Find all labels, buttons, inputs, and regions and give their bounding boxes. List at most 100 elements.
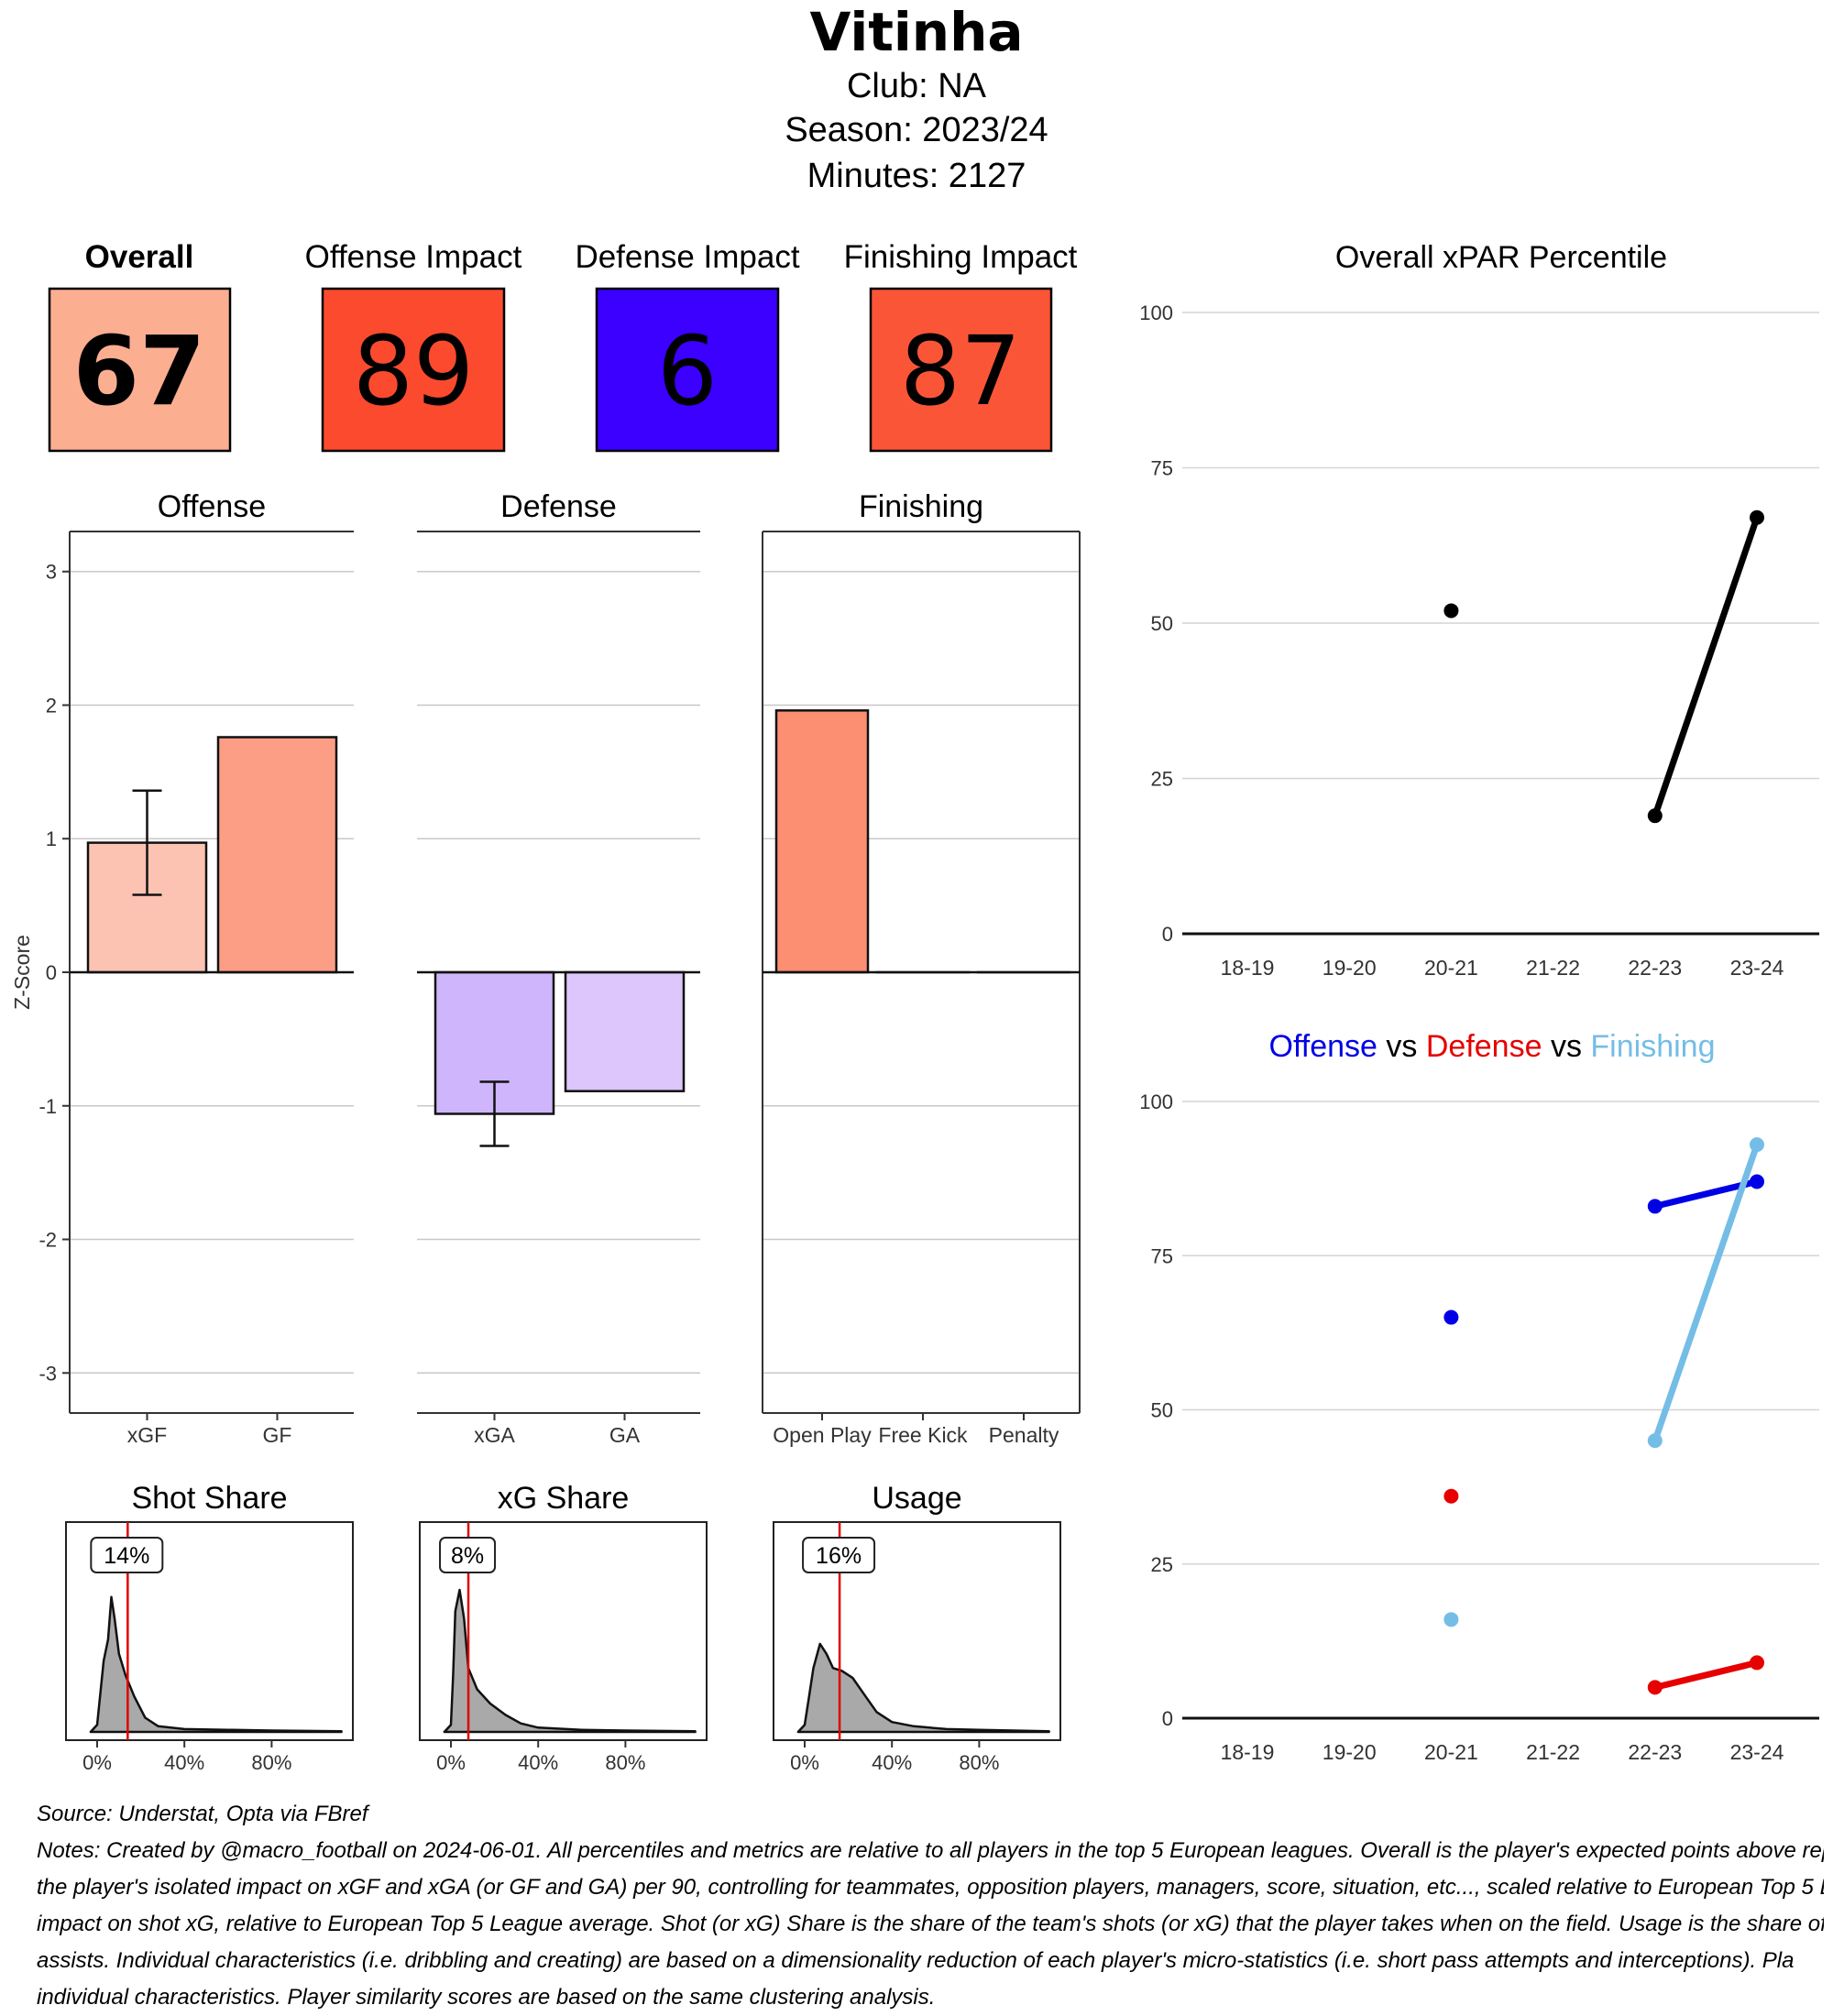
- line-xtick-label-19-20: 19-20: [1323, 956, 1377, 980]
- line-point-offense-23-24: [1750, 1174, 1764, 1189]
- minutes-line: Minutes: 2127: [807, 157, 1026, 195]
- zscore-panel-title-offense: Offense: [158, 489, 266, 524]
- line-xtick-label-22-23: 22-23: [1628, 956, 1682, 980]
- footer-notes: Source: Understat, Opta via FBref Notes:…: [37, 1796, 1824, 2016]
- notes-line-5: individual characteristics. Player simil…: [37, 1985, 936, 2010]
- line-ytick-label: 100: [1139, 1090, 1173, 1113]
- line-point-overall-23-24: [1750, 509, 1764, 525]
- line-xtick-label-19-20: 19-20: [1323, 1740, 1377, 1764]
- notes-line-1: Notes: Created by @macro_football on 202…: [37, 1838, 1824, 1863]
- zscore-panel-offense: Offense xGF GF 3 2 1 0 -1 -2 -3: [38, 489, 354, 1447]
- line-segment-finishing: [1652, 1141, 1761, 1444]
- impact-label-overall: Overall: [85, 239, 194, 275]
- zscore-xtick-label-open-play: Open Play: [773, 1423, 872, 1447]
- zscore-xtick-label-xga: xGA: [474, 1423, 515, 1447]
- zscore-panel-title-defense: Defense: [500, 489, 617, 524]
- density-value-label: 16%: [816, 1543, 862, 1569]
- line-point-overall-20-21: [1443, 603, 1459, 619]
- density-panel-usage: Usage 16% 0% 40% 80%: [773, 1481, 1061, 1774]
- component-percentile-chart: 0 25 50 75 100 18-19 19-20 20-21 21-22 22-23 23-24…: [1139, 1029, 1819, 1764]
- line-point-defense-20-21: [1443, 1488, 1459, 1504]
- title-part-defense: Defense: [1417, 1029, 1542, 1064]
- density-curve: [796, 1642, 1050, 1734]
- density-xtick-label: 80%: [959, 1751, 999, 1774]
- zscore-ytick-label: 2: [46, 694, 57, 717]
- density-xtick-label: 40%: [518, 1751, 558, 1774]
- zscore-xtick-label-free-kick: Free Kick: [878, 1423, 968, 1447]
- impact-box-defense: Defense Impact 6: [575, 239, 800, 453]
- density-xtick-label: 40%: [872, 1751, 912, 1774]
- density-title-usage: Usage: [872, 1481, 961, 1516]
- line-ytick-label: 100: [1139, 301, 1173, 324]
- zscore-ytick-label: -1: [38, 1095, 57, 1118]
- line-series-finishing: [1443, 1137, 1764, 1627]
- line-segment-defense: [1652, 1659, 1761, 1691]
- density-xtick-label: 0%: [436, 1751, 466, 1774]
- line-ytick-label: 50: [1151, 612, 1173, 635]
- line-point-finishing-22-23: [1647, 1433, 1663, 1449]
- density-value-label: 8%: [451, 1543, 484, 1569]
- line-series-overall: [1443, 509, 1764, 824]
- zscore-ytick-label: 3: [46, 561, 57, 584]
- title-part-offense: Offense: [1269, 1029, 1377, 1064]
- zscore-bar-chart: Z-Score Offense xGF GF 3 2 1 0 -1 -2 -3 Defense xGA G…: [10, 489, 1081, 1447]
- line-point-overall-22-23: [1647, 808, 1663, 824]
- line-ytick-label: 75: [1151, 457, 1173, 480]
- line-segment-overall: [1652, 514, 1761, 819]
- density-xtick-label: 80%: [251, 1751, 291, 1774]
- density-value-label-box: [439, 1537, 497, 1573]
- line-point-defense-22-23: [1647, 1680, 1663, 1695]
- line-xtick-label-22-23: 22-23: [1628, 1740, 1682, 1764]
- source-line: Source: Understat, Opta via FBref: [37, 1802, 368, 1826]
- zscore-xtick-label-ga: GA: [609, 1423, 641, 1447]
- density-value-label-box: [90, 1537, 164, 1573]
- density-xtick-label: 40%: [164, 1751, 204, 1774]
- line-point-defense-23-24: [1750, 1655, 1764, 1671]
- density-panel-xg-share: xG Share 8% 0% 40% 80%: [419, 1481, 708, 1774]
- player-name: Vitinha: [809, 1, 1023, 63]
- impact-box-finishing: Finishing Impact 87: [844, 239, 1078, 453]
- line-xtick-label-21-22: 21-22: [1526, 1740, 1580, 1764]
- line-xtick-label-23-24: 23-24: [1730, 1740, 1784, 1764]
- line-xtick-label-18-19: 18-19: [1221, 1740, 1275, 1764]
- line-xtick-label-18-19: 18-19: [1221, 956, 1275, 980]
- impact-box-offense: Offense Impact 89: [305, 239, 522, 453]
- density-value-label-box: [802, 1537, 876, 1573]
- notes-line-4: assists. Individual characteristics (i.e…: [37, 1948, 1795, 1973]
- line-point-finishing-23-24: [1750, 1137, 1764, 1153]
- density-xtick-label: 80%: [605, 1751, 645, 1774]
- notes-line-3: impact on shot xG, relative to European …: [37, 1912, 1824, 1936]
- title-part-vs: vs: [1542, 1029, 1582, 1064]
- impact-value-defense: 6: [657, 315, 718, 427]
- density-title-xg-share: xG Share: [498, 1481, 630, 1516]
- line-chart-title: Overall xPAR Percentile: [1335, 240, 1667, 275]
- zscore-xtick-label-penalty: Penalty: [989, 1423, 1059, 1447]
- line-ytick-label: 50: [1151, 1399, 1173, 1422]
- impact-label-offense: Offense Impact: [305, 239, 522, 275]
- density-curve: [89, 1595, 343, 1734]
- zscore-bar-ga: [564, 970, 686, 1092]
- line-xtick-label-21-22: 21-22: [1526, 956, 1580, 980]
- impact-box-offense-fill: [321, 287, 506, 453]
- title-part-finishing: Finishing: [1582, 1029, 1716, 1064]
- zscore-bar-gf: [216, 736, 338, 974]
- impact-value-overall: 67: [73, 315, 206, 427]
- line-ytick-label: 0: [1162, 1707, 1173, 1730]
- zscore-ylabel: Z-Score: [10, 935, 34, 1010]
- impact-value-finishing: 87: [900, 315, 1021, 427]
- overall-percentile-chart: 0 25 50 75 100 18-19 19-20 20-21 21-22 22-23 23-24…: [1139, 240, 1819, 980]
- zscore-ytick-label: -2: [38, 1229, 57, 1252]
- line-ytick-label: 0: [1162, 923, 1173, 946]
- club-line: Club: NA: [847, 67, 987, 105]
- impact-box-finishing-fill: [869, 287, 1053, 453]
- season-line: Season: 2023/24: [785, 111, 1048, 149]
- title-part-vs: vs: [1377, 1029, 1417, 1064]
- density-xtick-label: 0%: [82, 1751, 112, 1774]
- line-chart-title: Offense vs Defense vs Finishing: [1269, 1029, 1716, 1064]
- line-xtick-label-23-24: 23-24: [1730, 956, 1784, 980]
- line-ytick-label: 75: [1151, 1244, 1173, 1267]
- notes-line-2: the player's isolated impact on xGF and …: [37, 1875, 1824, 1900]
- impact-box-overall: Overall 67: [48, 239, 232, 453]
